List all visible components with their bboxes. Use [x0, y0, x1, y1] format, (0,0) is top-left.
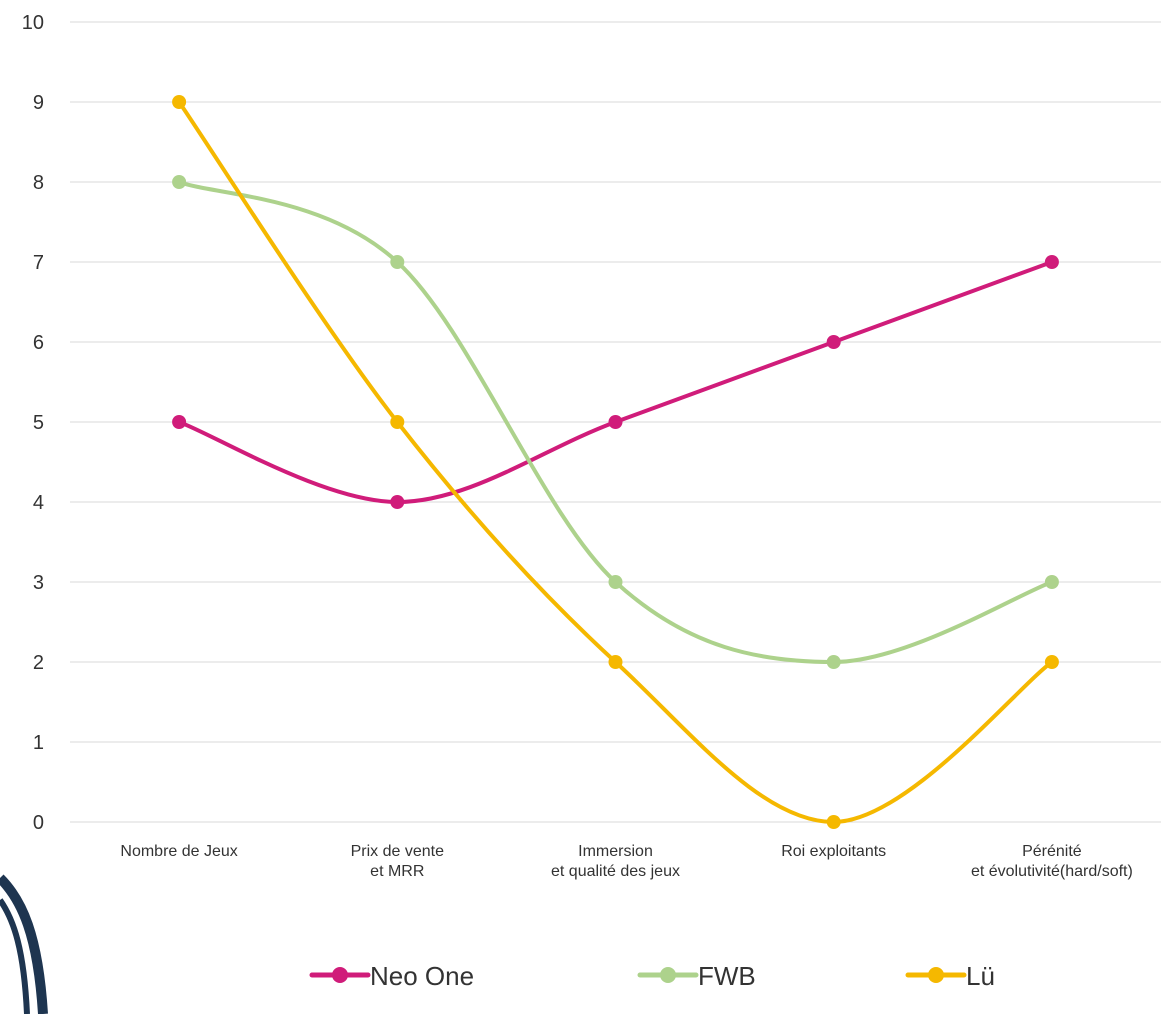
legend-label: FWB — [698, 961, 756, 991]
data-point — [172, 95, 187, 109]
legend-marker — [660, 967, 676, 983]
y-tick-label: 0 — [33, 812, 44, 834]
data-point — [1044, 655, 1059, 669]
y-axis-ticks: 0 1 2 3 4 5 6 7 8 9 10 — [22, 12, 44, 834]
y-tick-label: 7 — [33, 252, 44, 274]
x-tick-label: Prix de vente et MRR — [351, 843, 444, 880]
x-tick-line: Nombre de Jeux — [120, 843, 237, 860]
y-tick-label: 5 — [33, 412, 44, 434]
legend-label: Neo One — [370, 961, 474, 991]
data-point — [826, 815, 841, 829]
y-tick-label: 10 — [22, 12, 44, 34]
series-line-lü — [177, 100, 1054, 824]
y-tick-label: 4 — [33, 492, 44, 514]
data-point — [1044, 575, 1059, 589]
legend: Neo One FWB Lü — [309, 961, 995, 991]
x-axis-ticks: Nombre de Jeux Prix de vente et MRR Immersi… — [120, 843, 1132, 880]
x-tick-label: Nombre de Jeux — [120, 843, 237, 860]
x-tick-line: Pérénité — [1022, 843, 1082, 860]
data-point — [826, 335, 841, 349]
y-tick-label: 8 — [33, 172, 44, 194]
x-tick-line: Prix de vente — [351, 843, 444, 860]
x-tick-label: Pérénité et évolutivité(hard/soft) — [971, 843, 1133, 880]
x-tick-label: Immersion et qualité des jeux — [551, 843, 680, 880]
y-tick-label: 6 — [33, 332, 44, 354]
x-tick-line: et MRR — [370, 863, 424, 880]
corner-logo-icon — [0, 874, 48, 1014]
data-point — [390, 415, 405, 429]
data-point — [826, 655, 841, 669]
y-tick-label: 2 — [33, 652, 44, 674]
data-point — [608, 655, 623, 669]
legend-marker — [928, 967, 944, 983]
series-line-fwb — [177, 180, 1054, 664]
data-point — [1044, 255, 1059, 269]
y-tick-label: 1 — [33, 732, 44, 754]
legend-label: Lü — [966, 961, 995, 991]
x-tick-line: Roi exploitants — [781, 843, 886, 860]
y-tick-label: 3 — [33, 572, 44, 594]
data-point — [172, 415, 187, 429]
x-tick-line: et qualité des jeux — [551, 863, 680, 880]
data-point — [172, 175, 187, 189]
x-tick-label: Roi exploitants — [781, 843, 886, 860]
legend-marker — [332, 967, 348, 983]
x-tick-line: Immersion — [578, 843, 653, 860]
data-point — [390, 495, 405, 509]
data-point — [608, 575, 623, 589]
y-tick-label: 9 — [33, 92, 44, 114]
x-tick-line: et évolutivité(hard/soft) — [971, 863, 1133, 880]
series-lines — [172, 95, 1059, 829]
data-point — [390, 255, 405, 269]
data-point — [608, 415, 623, 429]
